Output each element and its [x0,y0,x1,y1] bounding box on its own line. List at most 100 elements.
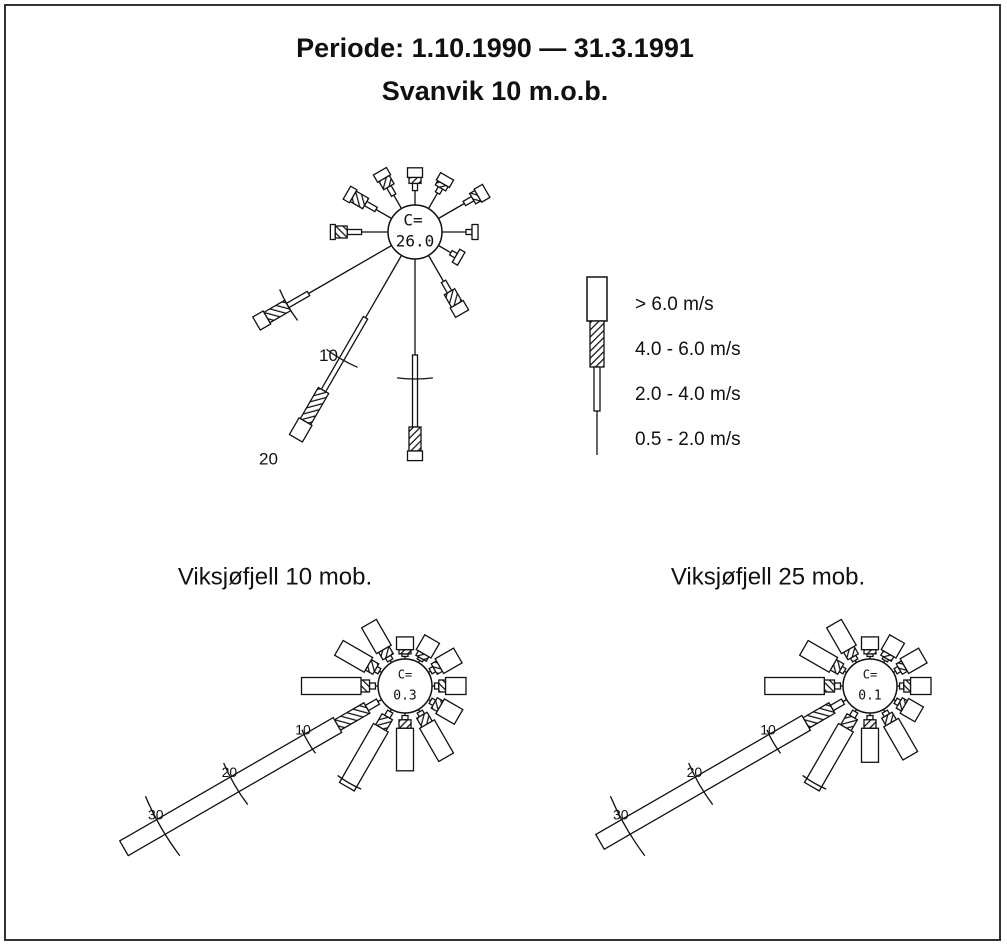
wind-segment [903,679,912,693]
wind-segment [334,225,348,239]
wind-segment [764,676,825,696]
legend-label: 4.0 - 6.0 m/s [635,339,741,360]
wind-segment [360,679,371,693]
wind-segment [364,255,403,319]
wind-segment [393,194,403,209]
wind-segment [434,647,463,675]
ring-tick [609,795,646,857]
ring-tick [279,289,299,321]
wind-segment [415,633,441,659]
ring-label: 20 [687,764,703,780]
subtitle: Svanvik 10 m.o.b. [382,76,609,106]
wind-segment [825,618,858,655]
wind-segment [449,299,470,319]
ring-label: 30 [613,807,629,823]
wind-segment [860,636,880,651]
wind-segment [333,639,374,674]
wind-segment [342,185,358,204]
wind-segment [444,676,467,696]
ring-label: 20 [259,450,278,469]
wind-segment [308,244,392,295]
wind-segment [802,701,836,729]
rose-title: Viksjøfjell 25 mob. [671,563,865,590]
wind-segment [346,228,363,236]
wind-segment [451,248,466,267]
ring-tick [688,762,714,805]
ring-tick [326,348,358,368]
ring-tick [766,729,782,754]
ring-tick [144,795,181,857]
wind-segment [406,167,424,179]
wind-segment [427,192,439,209]
wind-segment [375,208,392,220]
calm-circle [387,204,443,260]
wind-segment [823,679,836,693]
wind-segment [860,727,880,763]
wind-segment [427,255,445,282]
ring-tick [337,774,362,790]
wind-segment [899,647,928,675]
wind-segment [360,618,393,655]
wind-segment [418,718,455,763]
wind-segment [438,244,452,254]
wind-segment [803,722,855,792]
title: Periode: 1.10.1990 — 31.3.1991 [296,33,694,63]
wind-segment [300,676,362,696]
wind-segment [411,354,419,428]
calm-circle [842,658,898,714]
ring-label: 10 [760,722,776,738]
wind-segment [909,676,932,696]
wind-segment [118,716,343,857]
wind-segment [408,176,422,185]
wind-segment [395,636,415,651]
calm-prefix: C= [863,668,877,682]
wind-segment [299,386,330,426]
wind-segment [471,223,479,241]
calm-prefix: C= [398,668,412,682]
legend-label: 0.5 - 2.0 m/s [635,429,741,450]
wind-segment [594,714,812,851]
ring-tick [397,377,433,380]
calm-prefix: C= [403,211,422,230]
wind-segment [288,417,313,443]
calm-value: 26.0 [396,232,435,251]
wind-segment [899,697,925,723]
ring-label: 30 [148,807,164,823]
wind-segment [473,183,491,204]
wind-segment [368,682,377,690]
legend-label: 2.0 - 4.0 m/s [635,384,741,405]
wind-segment [435,698,464,726]
wind-segment [863,719,877,729]
ring-tick [223,762,249,805]
wind-segment [338,722,390,792]
frame [4,4,1001,941]
wind-segment [395,727,415,772]
wind-segment [465,228,473,236]
rose-title: Viksjøfjell 10 mob. [178,563,372,590]
legend-swatch [593,366,601,412]
wind-segment [833,682,842,690]
wind-segment [880,633,906,659]
wind-segment [798,639,839,674]
wind-segment [438,679,447,693]
wind-segment [285,290,311,309]
wind-segment [408,426,422,452]
calm-value: 0.1 [858,689,881,704]
calm-circle [377,658,433,714]
calm-value: 0.3 [393,689,416,704]
wind-segment [251,310,272,331]
legend-swatch [589,320,605,368]
wind-segment [398,719,412,729]
wind-segment [333,701,371,732]
wind-segment [435,171,455,189]
wind-segment [406,450,424,462]
ring-label: 20 [222,764,238,780]
legend-swatch [586,276,608,322]
wind-segment [438,202,465,220]
ring-label: 10 [295,722,311,738]
ring-label: 10 [319,346,338,365]
ring-tick [301,729,317,754]
legend-label: > 6.0 m/s [635,294,714,315]
wind-segment [882,717,919,761]
